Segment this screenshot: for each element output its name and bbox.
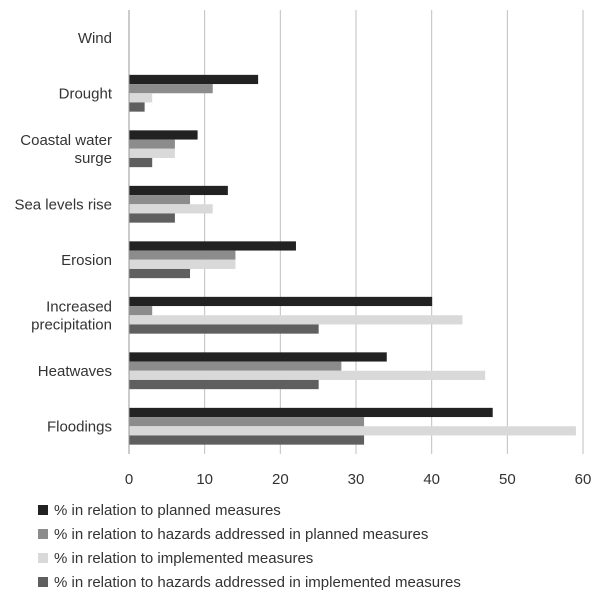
x-tick-label: 60	[575, 471, 592, 488]
category-label: Increased precipitation	[31, 298, 112, 333]
bar-coastal-water-surge-series-4	[129, 157, 153, 168]
legend-swatch	[38, 553, 48, 563]
legend-swatch	[38, 529, 48, 539]
bar-increased-precipitation-series-1	[129, 296, 433, 307]
bar-drought-series-3	[129, 93, 153, 103]
bar-heatwaves-series-4	[129, 379, 319, 390]
bar-increased-precipitation-series-4	[129, 324, 319, 334]
bar-drought-series-2	[129, 84, 213, 94]
bar-sea-levels-rise-series-2	[129, 195, 191, 205]
category-label: Erosion	[61, 252, 112, 269]
bar-coastal-water-surge-series-1	[129, 130, 198, 140]
bar-sea-levels-rise-series-1	[129, 185, 228, 196]
legend-swatch	[38, 505, 48, 515]
bar-sea-levels-rise-series-3	[129, 204, 213, 214]
legend-item: % in relation to implemented measures	[38, 546, 461, 570]
x-tick-label: 10	[196, 471, 213, 488]
bar-drought-series-1	[129, 74, 259, 85]
bar-erosion-series-1	[129, 241, 296, 251]
category-labels: Wind Drought Coastal water surge Sea levels …	[14, 30, 112, 436]
x-tick-label: 0	[125, 471, 133, 488]
x-tick-label: 20	[272, 471, 289, 488]
category-label: Sea levels rise	[14, 196, 112, 213]
bar-floodings-series-3	[129, 426, 576, 436]
bar-coastal-water-surge-series-3	[129, 148, 175, 158]
legend-item: % in relation to hazards addressed in im…	[38, 570, 461, 594]
legend-item: % in relation to planned measures	[38, 498, 461, 522]
bar-sea-levels-rise-series-4	[129, 213, 175, 223]
bar-coastal-water-surge-series-2	[129, 139, 175, 149]
category-label: Wind	[78, 30, 112, 47]
legend-label: % in relation to hazards addressed in im…	[54, 573, 461, 591]
legend-swatch	[38, 577, 48, 587]
x-tick-label: 50	[499, 471, 516, 488]
bar-floodings-series-2	[129, 417, 365, 427]
bar-floodings-series-4	[129, 435, 365, 445]
x-tick-label: 40	[423, 471, 440, 488]
category-label: Coastal water surge	[20, 132, 112, 167]
legend-label: % in relation to planned measures	[54, 501, 281, 519]
bar-increased-precipitation-series-3	[129, 315, 463, 325]
bar-erosion-series-4	[129, 268, 191, 279]
legend: % in relation to planned measures % in re…	[38, 498, 461, 594]
bar-drought-series-4	[129, 102, 145, 112]
category-label: Floodings	[47, 418, 112, 435]
bar-floodings-series-1	[129, 407, 493, 418]
bar-erosion-series-3	[129, 259, 236, 269]
x-tick-labels: 0 10 20 30 40 50 60	[125, 471, 592, 488]
x-tick-label: 30	[348, 471, 365, 488]
category-label: Drought	[59, 85, 113, 102]
legend-label: % in relation to implemented measures	[54, 549, 314, 567]
bar-heatwaves-series-2	[129, 361, 342, 371]
legend-label: % in relation to hazards addressed in pl…	[54, 525, 429, 543]
category-label: Heatwaves	[38, 363, 112, 380]
bars	[129, 74, 576, 445]
bar-increased-precipitation-series-2	[129, 306, 153, 316]
bar-erosion-series-2	[129, 250, 236, 260]
legend-item: % in relation to hazards addressed in pl…	[38, 522, 461, 546]
bar-heatwaves-series-3	[129, 370, 486, 380]
bar-heatwaves-series-1	[129, 352, 387, 362]
